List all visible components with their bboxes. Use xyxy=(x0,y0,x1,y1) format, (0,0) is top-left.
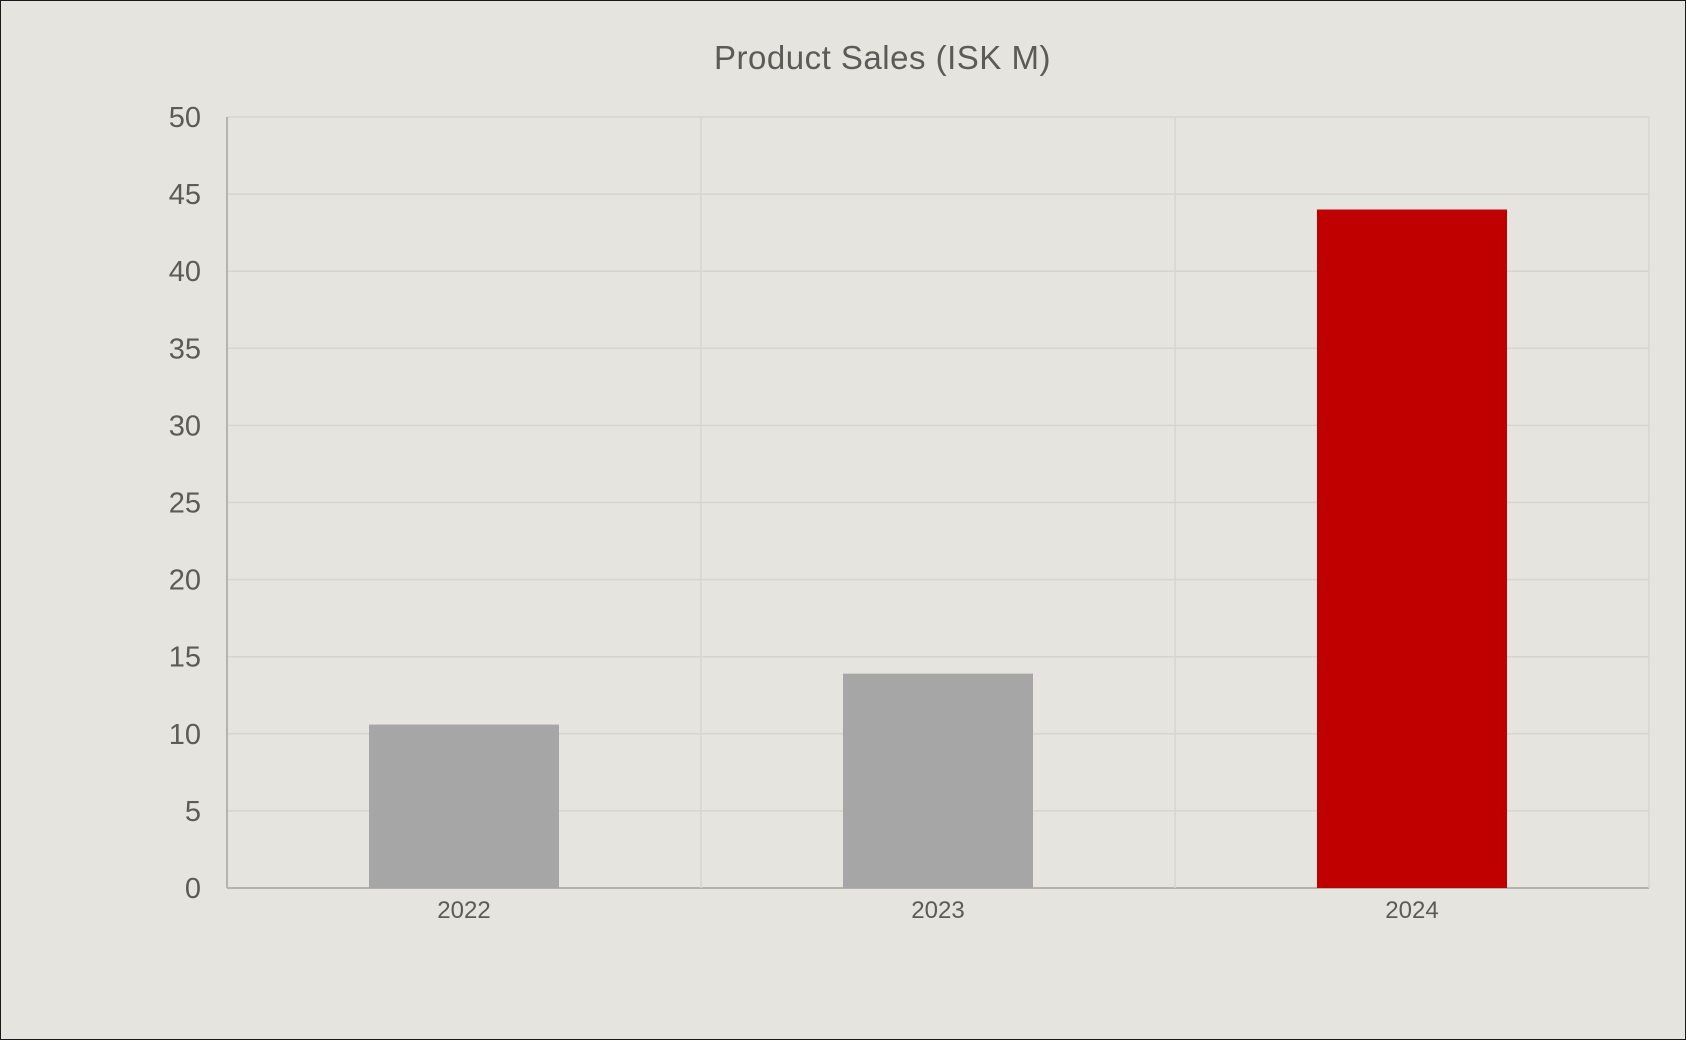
x-tick-label: 2022 xyxy=(437,897,490,924)
y-tick-label: 30 xyxy=(169,410,201,442)
y-tick-label: 0 xyxy=(185,873,201,905)
bar-2024 xyxy=(1317,209,1507,888)
y-tick-label: 5 xyxy=(185,796,201,828)
y-tick-label: 50 xyxy=(169,102,201,134)
y-tick-label: 35 xyxy=(169,333,201,365)
y-tick-label: 15 xyxy=(169,642,201,674)
y-tick-label: 40 xyxy=(169,256,201,288)
x-tick-label: 2024 xyxy=(1385,897,1438,924)
y-tick-label: 10 xyxy=(169,719,201,751)
y-tick-label: 25 xyxy=(169,488,201,520)
bar-2022 xyxy=(369,724,559,888)
bar-2023 xyxy=(843,673,1033,888)
x-tick-label: 2023 xyxy=(911,897,964,924)
y-tick-label: 20 xyxy=(169,565,201,597)
chart-title: Product Sales (ISK M) xyxy=(714,39,1051,76)
y-tick-label: 45 xyxy=(169,179,201,211)
